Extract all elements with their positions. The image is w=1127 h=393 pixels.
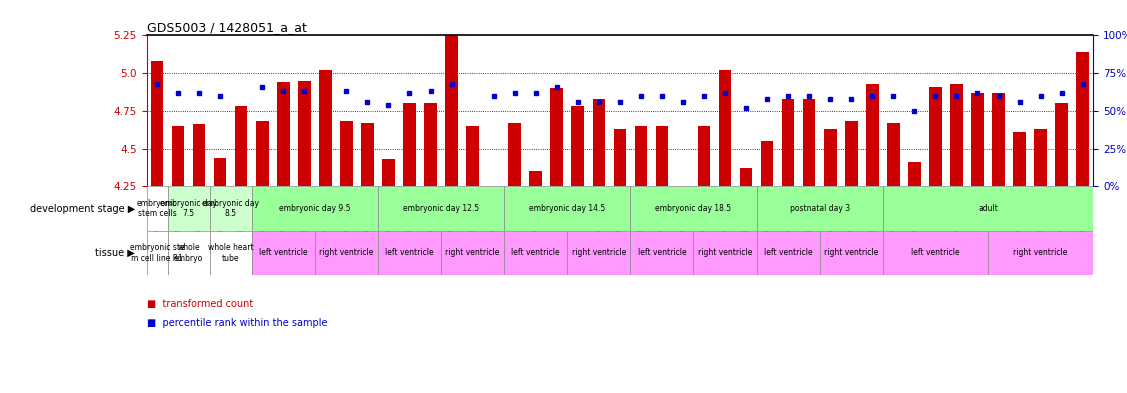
Bar (487, 186, 500, 204)
Bar (819, 231, 882, 275)
Bar (504, 231, 567, 275)
Bar (340, 121, 353, 186)
Text: tissue ▶: tissue ▶ (96, 248, 135, 258)
Text: right ventricle: right ventricle (319, 248, 373, 257)
Text: left ventricle: left ventricle (638, 248, 686, 257)
Text: development stage ▶: development stage ▶ (30, 204, 135, 213)
Bar (567, 231, 630, 275)
Bar (550, 88, 564, 186)
Bar (676, 186, 690, 211)
Bar (950, 84, 962, 186)
Text: embryonic ste
m cell line R1: embryonic ste m cell line R1 (130, 243, 185, 263)
Bar (210, 186, 251, 231)
Bar (882, 186, 1093, 231)
Bar (929, 87, 942, 186)
Bar (277, 82, 290, 186)
Text: embryonic day 12.5: embryonic day 12.5 (403, 204, 479, 213)
Bar (756, 231, 819, 275)
Bar (971, 93, 984, 186)
Bar (613, 129, 627, 186)
Text: embryonic day
7.5: embryonic day 7.5 (160, 199, 218, 218)
Bar (504, 186, 630, 231)
Bar (210, 231, 251, 275)
Bar (256, 121, 268, 186)
Bar (593, 99, 605, 186)
Bar (908, 162, 921, 186)
Bar (214, 158, 227, 186)
Bar (168, 231, 210, 275)
Bar (756, 186, 882, 231)
Bar (314, 231, 378, 275)
Bar (171, 126, 185, 186)
Text: left ventricle: left ventricle (911, 248, 960, 257)
Text: left ventricle: left ventricle (385, 248, 434, 257)
Text: right ventricle: right ventricle (698, 248, 752, 257)
Bar (361, 123, 374, 186)
Text: left ventricle: left ventricle (764, 248, 813, 257)
Text: embryonic day
8.5: embryonic day 8.5 (202, 199, 259, 218)
Bar (693, 231, 756, 275)
Bar (1055, 103, 1068, 186)
Bar (887, 123, 899, 186)
Text: right ventricle: right ventricle (824, 248, 878, 257)
Bar (168, 186, 210, 231)
Bar (424, 103, 437, 186)
Bar (147, 231, 168, 275)
Bar (1035, 129, 1047, 186)
Bar (445, 34, 458, 186)
Bar (508, 123, 521, 186)
Text: embryonic
stem cells: embryonic stem cells (136, 199, 177, 218)
Text: adult: adult (978, 204, 997, 213)
Text: postnatal day 3: postnatal day 3 (790, 204, 850, 213)
Bar (403, 103, 416, 186)
Text: left ventricle: left ventricle (259, 248, 308, 257)
Bar (992, 93, 1005, 186)
Text: ■  percentile rank within the sample: ■ percentile rank within the sample (147, 318, 327, 328)
Bar (151, 61, 163, 186)
Bar (147, 186, 168, 231)
Text: right ventricle: right ventricle (445, 248, 499, 257)
Bar (761, 141, 773, 186)
Bar (530, 171, 542, 186)
Bar (1076, 52, 1089, 186)
Text: whole heart
tube: whole heart tube (207, 243, 254, 263)
Bar (382, 159, 394, 186)
Bar (782, 99, 795, 186)
Bar (802, 99, 816, 186)
Bar (845, 121, 858, 186)
Bar (234, 107, 248, 186)
Bar (441, 231, 504, 275)
Bar (319, 70, 331, 186)
Bar (251, 231, 314, 275)
Bar (378, 186, 504, 231)
Bar (719, 70, 731, 186)
Text: right ventricle: right ventricle (1013, 248, 1067, 257)
Bar (467, 126, 479, 186)
Bar (630, 231, 693, 275)
Bar (866, 84, 879, 186)
Text: embryonic day 14.5: embryonic day 14.5 (530, 204, 605, 213)
Text: ■  transformed count: ■ transformed count (147, 299, 252, 309)
Bar (378, 231, 441, 275)
Bar (635, 126, 647, 186)
Bar (739, 168, 753, 186)
Bar (698, 126, 710, 186)
Text: whole
embryo: whole embryo (174, 243, 203, 263)
Bar (571, 107, 584, 186)
Bar (824, 129, 836, 186)
Bar (656, 126, 668, 186)
Text: embryonic day 18.5: embryonic day 18.5 (656, 204, 731, 213)
Bar (882, 231, 988, 275)
Bar (630, 186, 756, 231)
Bar (193, 125, 205, 186)
Bar (988, 231, 1093, 275)
Bar (251, 186, 378, 231)
Text: GDS5003 / 1428051_a_at: GDS5003 / 1428051_a_at (147, 21, 307, 34)
Bar (1013, 132, 1026, 186)
Text: embryonic day 9.5: embryonic day 9.5 (279, 204, 350, 213)
Text: left ventricle: left ventricle (512, 248, 560, 257)
Text: right ventricle: right ventricle (571, 248, 625, 257)
Bar (298, 81, 311, 186)
